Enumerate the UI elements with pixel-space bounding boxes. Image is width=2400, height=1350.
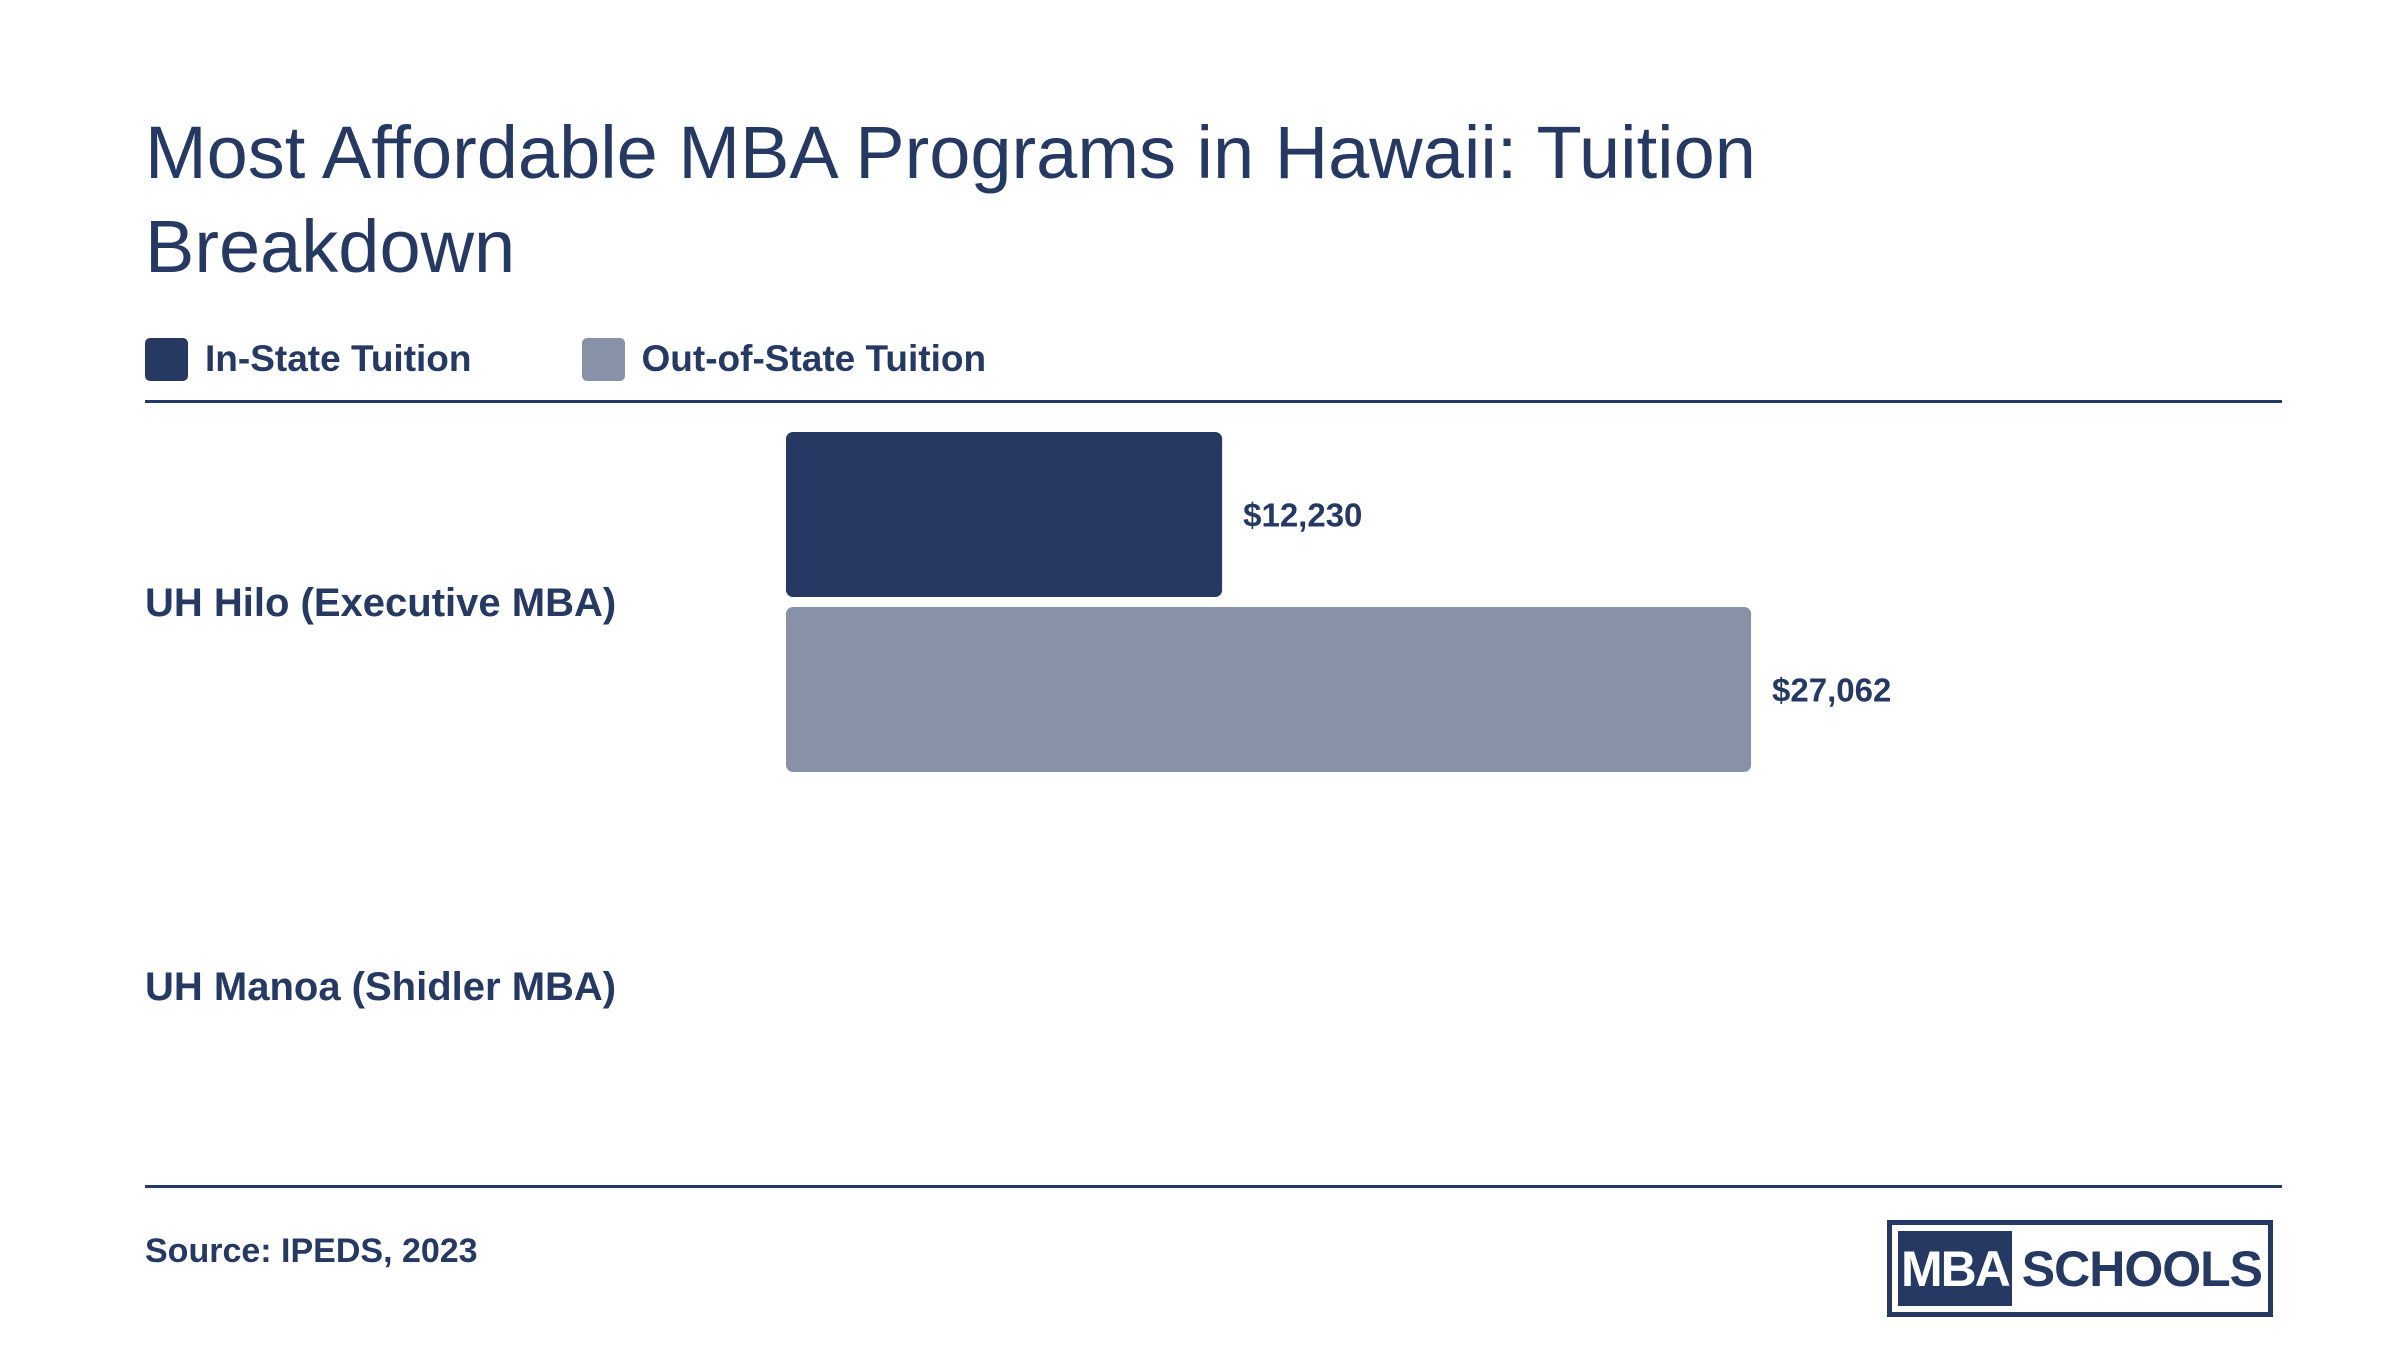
legend-item-out-of-state: Out-of-State Tuition — [581, 337, 987, 381]
top-divider — [145, 400, 2282, 403]
data-label-in-state-tuition-uh-hilo-executive-mba: $12,230 — [1243, 497, 1362, 534]
mba-schools-logo: MBA SCHOOLS — [1887, 1220, 2273, 1317]
legend-label-in-state: In-State Tuition — [205, 338, 472, 379]
data-label-out-of-state-tuition-uh-hilo-executive-mba: $27,062 — [1772, 672, 1891, 709]
legend-item-in-state: In-State Tuition — [145, 337, 472, 381]
chart-title: Most Affordable MBA Programs in Hawaii: … — [145, 111, 1756, 288]
bottom-divider — [145, 1185, 2282, 1188]
logo-mba-text: MBA — [1898, 1231, 2012, 1306]
category-label-uh-manoa-shidler-mba: UH Manoa (Shidler MBA) — [145, 965, 616, 1009]
source-note: Source: IPEDS, 2023 — [145, 1232, 478, 1270]
legend-swatch-out-of-state — [581, 337, 625, 381]
legend-swatch-in-state — [145, 337, 188, 381]
category-label-uh-hilo-executive-mba: UH Hilo (Executive MBA) — [145, 581, 616, 625]
chart-legend: In-State Tuition Out-of-State Tuition — [145, 334, 1096, 384]
bar-out-of-state-tuition-uh-hilo-executive-mba — [786, 607, 1752, 772]
legend-label-out-of-state: Out-of-State Tuition — [641, 338, 987, 379]
bar-in-state-tuition-uh-hilo-executive-mba — [786, 432, 1223, 597]
logo-schools-text: SCHOOLS — [2021, 1240, 2263, 1297]
